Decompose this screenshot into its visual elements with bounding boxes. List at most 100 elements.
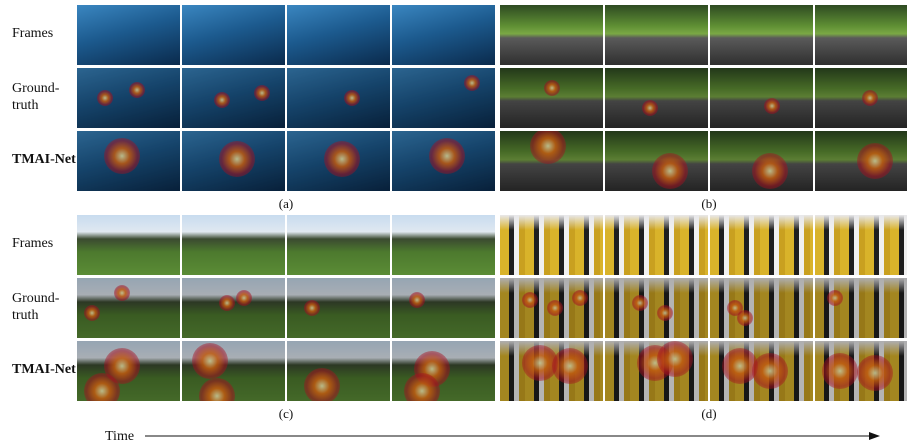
saliency-blob xyxy=(632,295,648,311)
saliency-blob xyxy=(114,285,130,301)
saliency-blob xyxy=(752,353,788,389)
video-frame xyxy=(77,278,180,338)
saliency-blob xyxy=(464,75,480,91)
saliency-blob xyxy=(104,138,140,174)
video-frame xyxy=(710,68,813,128)
video-frame xyxy=(77,215,180,275)
video-frame xyxy=(710,215,813,275)
video-frame xyxy=(710,278,813,338)
video-frame xyxy=(815,5,907,65)
panel-label: (c) xyxy=(266,406,306,422)
video-frame xyxy=(500,341,603,401)
saliency-blob xyxy=(429,138,465,174)
saliency-blob xyxy=(547,300,563,316)
saliency-blob xyxy=(657,305,673,321)
video-frame xyxy=(500,215,603,275)
video-frame xyxy=(287,215,390,275)
video-frame xyxy=(605,68,708,128)
row-label: TMAI-Net xyxy=(12,151,92,168)
saliency-blob xyxy=(214,92,230,108)
video-frame xyxy=(392,278,495,338)
saliency-blob xyxy=(254,85,270,101)
video-frame xyxy=(605,5,708,65)
saliency-blob xyxy=(219,295,235,311)
saliency-blob xyxy=(857,143,893,179)
saliency-blob xyxy=(304,300,320,316)
video-frame xyxy=(500,278,603,338)
video-frame xyxy=(392,5,495,65)
video-frame xyxy=(77,5,180,65)
video-frame xyxy=(287,5,390,65)
panel-label: (b) xyxy=(689,196,729,212)
video-frame xyxy=(182,215,285,275)
saliency-blob xyxy=(404,373,440,401)
video-frame xyxy=(815,341,907,401)
panel-label: (a) xyxy=(266,196,306,212)
video-frame xyxy=(815,215,907,275)
video-frame xyxy=(77,341,180,401)
saliency-blob xyxy=(84,305,100,321)
video-frame xyxy=(287,341,390,401)
video-frame xyxy=(815,131,907,191)
video-frame xyxy=(77,68,180,128)
video-frame xyxy=(392,215,495,275)
video-frame xyxy=(500,131,603,191)
video-frame xyxy=(605,215,708,275)
video-frame xyxy=(77,131,180,191)
saliency-blob xyxy=(764,98,780,114)
row-label: Ground-truth xyxy=(12,80,74,114)
video-frame xyxy=(182,5,285,65)
row-label: Frames xyxy=(12,25,74,42)
video-frame xyxy=(710,341,813,401)
saliency-blob xyxy=(657,341,693,377)
time-label: Time xyxy=(105,428,145,443)
saliency-blob xyxy=(522,292,538,308)
saliency-blob xyxy=(737,310,753,326)
video-frame xyxy=(710,5,813,65)
video-frame xyxy=(605,278,708,338)
saliency-blob xyxy=(642,100,658,116)
video-frame xyxy=(500,5,603,65)
video-frame xyxy=(815,68,907,128)
saliency-blob xyxy=(409,292,425,308)
saliency-blob xyxy=(822,353,858,389)
saliency-blob xyxy=(324,141,360,177)
saliency-blob xyxy=(344,90,360,106)
row-label: Frames xyxy=(12,235,74,252)
video-frame xyxy=(182,341,285,401)
video-frame xyxy=(815,278,907,338)
video-frame xyxy=(287,278,390,338)
video-frame xyxy=(182,131,285,191)
saliency-blob xyxy=(129,82,145,98)
saliency-blob xyxy=(857,355,893,391)
video-frame xyxy=(392,341,495,401)
saliency-blob xyxy=(219,141,255,177)
video-frame xyxy=(710,131,813,191)
saliency-blob xyxy=(192,343,228,379)
saliency-blob xyxy=(752,153,788,189)
saliency-blob xyxy=(304,368,340,401)
video-frame xyxy=(182,68,285,128)
video-frame xyxy=(182,278,285,338)
saliency-blob xyxy=(862,90,878,106)
saliency-blob xyxy=(827,290,843,306)
saliency-blob xyxy=(530,131,566,164)
row-label: TMAI-Net xyxy=(12,361,92,378)
video-frame xyxy=(500,68,603,128)
saliency-blob xyxy=(652,153,688,189)
video-frame xyxy=(605,131,708,191)
saliency-blob xyxy=(544,80,560,96)
saliency-blob xyxy=(236,290,252,306)
saliency-blob xyxy=(572,290,588,306)
panel-label: (d) xyxy=(689,406,729,422)
video-frame xyxy=(392,68,495,128)
video-frame xyxy=(392,131,495,191)
saliency-blob xyxy=(199,378,235,401)
saliency-blob xyxy=(552,348,588,384)
video-frame xyxy=(605,341,708,401)
row-label: Ground-truth xyxy=(12,290,74,324)
saliency-blob xyxy=(97,90,113,106)
video-frame xyxy=(287,68,390,128)
figure: Time Frames Ground-truth TMAI-Net (a) (b) Fra… xyxy=(0,0,907,443)
video-frame xyxy=(287,131,390,191)
